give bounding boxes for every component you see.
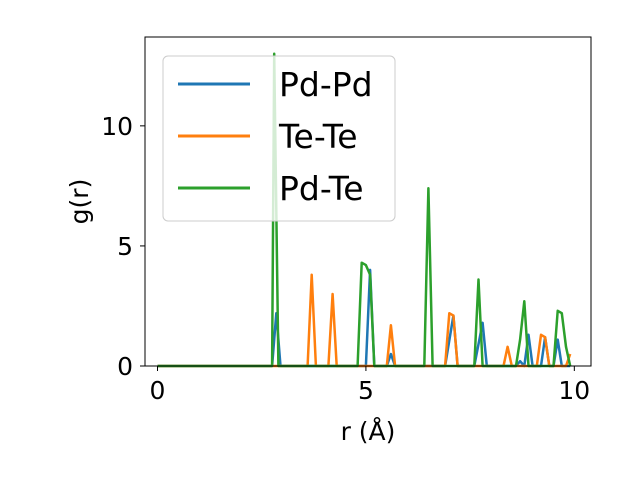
axes-frame — [144, 36, 592, 367]
legend: Pd-Pd Te-Te Pd-Te — [162, 55, 396, 222]
y-tick-label: 5 — [117, 232, 133, 261]
x-tick-label: 10 — [558, 376, 590, 405]
y-axis-ticks: 0 5 10 — [101, 112, 145, 381]
x-axis-label: r (Å) — [341, 417, 396, 446]
x-axis-ticks: 0 5 10 — [150, 366, 590, 405]
legend-label-pd-pd: Pd-Pd — [279, 65, 373, 104]
legend-box — [162, 55, 396, 222]
legend-label-te-te: Te-Te — [278, 117, 358, 156]
series-line-te-te — [157, 273, 572, 368]
x-tick-label: 0 — [150, 376, 166, 405]
legend-label-pd-te: Pd-Te — [279, 169, 364, 208]
y-tick-label: 10 — [101, 112, 133, 141]
y-tick-label: 0 — [117, 352, 133, 381]
y-axis-label: g(r) — [65, 179, 94, 225]
x-tick-label: 5 — [358, 376, 374, 405]
